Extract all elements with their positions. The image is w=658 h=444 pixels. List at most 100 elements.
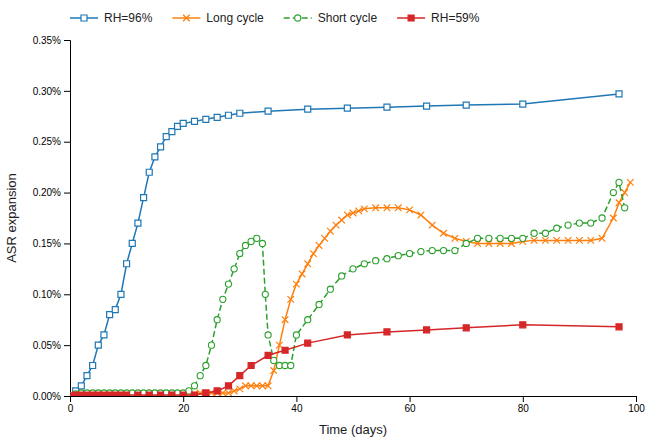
series	[70, 91, 622, 396]
point	[616, 91, 622, 97]
point	[135, 220, 141, 226]
point	[197, 373, 203, 379]
point	[554, 225, 560, 231]
y-tick: 0.10%	[33, 289, 70, 300]
point	[440, 230, 447, 237]
chart: 0204060801000.00%0.05%0.10%0.15%0.20%0.2…	[0, 0, 658, 444]
y-tick-mark	[64, 243, 70, 244]
point	[242, 383, 249, 390]
legend-marker	[183, 15, 190, 22]
point	[520, 322, 526, 328]
point	[361, 261, 367, 267]
point	[587, 237, 594, 244]
point	[242, 242, 248, 248]
point	[373, 258, 379, 264]
x-tick-label: 80	[518, 403, 530, 414]
x-tick-label: 0	[68, 403, 74, 414]
y-tick-label: 0.15%	[33, 238, 61, 249]
y-tick-mark	[64, 91, 70, 92]
point	[203, 116, 209, 122]
point	[129, 240, 135, 246]
point	[123, 392, 130, 396]
point	[531, 230, 537, 236]
line	[70, 182, 630, 396]
point	[146, 392, 152, 396]
point	[395, 253, 401, 259]
point	[316, 301, 322, 307]
point	[152, 154, 158, 160]
point	[288, 362, 294, 368]
x-axis-title: Time (days)	[319, 422, 387, 437]
point	[214, 114, 220, 120]
point	[262, 291, 268, 297]
point	[463, 102, 469, 108]
y-tick-mark	[64, 142, 70, 143]
point	[610, 189, 616, 195]
point	[531, 237, 538, 244]
point	[287, 296, 294, 303]
legend-label: RH=96%	[104, 11, 153, 25]
y-tick: 0.35%	[33, 35, 70, 46]
point	[265, 383, 272, 390]
point	[112, 307, 118, 313]
y-tick-mark	[64, 193, 70, 194]
point	[384, 205, 391, 212]
legend-item: Long cycle	[172, 11, 264, 25]
point	[627, 179, 634, 186]
x-tick: 40	[291, 396, 303, 414]
point	[259, 240, 265, 246]
point	[293, 332, 299, 338]
point	[542, 230, 548, 236]
legend: RH=96%Long cycleShort cycleRH=59%	[70, 11, 480, 25]
point	[350, 210, 357, 217]
point	[124, 392, 130, 396]
y-tick-mark	[64, 345, 70, 346]
point	[158, 392, 164, 396]
point	[406, 207, 413, 214]
point	[424, 327, 430, 333]
point	[220, 296, 226, 302]
point	[316, 242, 323, 249]
point	[180, 391, 187, 396]
legend-label: Short cycle	[318, 11, 378, 25]
point	[418, 248, 424, 254]
x-tick-label: 60	[405, 403, 417, 414]
point	[622, 205, 628, 211]
y-tick-label: 0.10%	[33, 289, 61, 300]
point	[191, 383, 197, 389]
line	[70, 94, 619, 396]
y-tick: 0.25%	[33, 136, 70, 147]
x-tick: 0	[68, 396, 74, 414]
x-tick-label: 20	[178, 403, 190, 414]
point	[135, 392, 141, 396]
y-tick-mark	[64, 294, 70, 295]
x-tick-mark	[183, 396, 184, 402]
point	[265, 352, 271, 358]
legend-marker	[295, 15, 301, 21]
point	[384, 104, 390, 110]
line	[70, 182, 625, 396]
point	[118, 291, 124, 297]
y-tick-mark	[64, 396, 70, 397]
point	[384, 329, 390, 335]
point	[180, 392, 186, 396]
point	[270, 367, 277, 374]
point	[463, 240, 469, 246]
point	[254, 235, 260, 241]
point	[440, 247, 446, 253]
point	[305, 340, 311, 346]
point	[424, 103, 430, 109]
x-tick: 20	[178, 396, 190, 414]
point	[327, 228, 334, 235]
y-tick-label: 0.30%	[33, 86, 61, 97]
point	[616, 179, 622, 185]
point	[520, 235, 526, 241]
point	[344, 332, 350, 338]
y-tick-label: 0.20%	[33, 187, 61, 198]
point	[78, 383, 84, 389]
point	[372, 205, 379, 212]
y-axis-title: ASR expansion	[4, 173, 19, 263]
legend-marker	[408, 15, 414, 21]
point	[588, 220, 594, 226]
y-axis-line	[64, 41, 71, 397]
